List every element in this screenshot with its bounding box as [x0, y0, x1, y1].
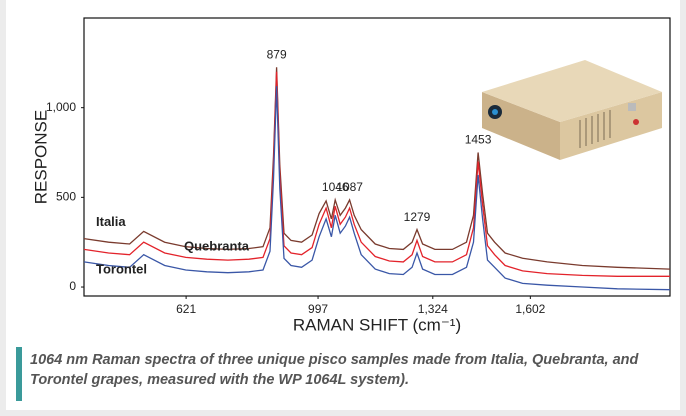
y-axis-title: RESPONSE	[31, 110, 50, 204]
device-photo	[482, 60, 662, 160]
series-label: Torontel	[96, 261, 147, 276]
caption-accent	[16, 347, 22, 401]
series-label: Quebranta	[184, 239, 250, 254]
y-tick-label: 1,000	[46, 100, 76, 114]
peak-label: 1087	[336, 180, 363, 194]
peak-label: 1279	[404, 210, 431, 224]
peak-label: 879	[267, 47, 287, 61]
caption: 1064 nm Raman spectra of three unique pi…	[30, 352, 639, 388]
x-tick-label: 997	[308, 302, 328, 316]
y-tick-label: 500	[56, 190, 76, 204]
x-tick-label: 621	[176, 302, 196, 316]
peak-label: 1046	[322, 180, 349, 194]
spectrum-line	[83, 67, 671, 270]
x-tick-label: 1,324	[418, 302, 448, 316]
y-tick-label: 0	[69, 279, 76, 293]
series-label: Italia	[96, 214, 126, 229]
spectrum-line	[83, 86, 671, 291]
spectrum-line	[83, 71, 670, 277]
x-axis-title: RAMAN SHIFT (cm⁻¹)	[293, 315, 461, 334]
x-tick-label: 1,602	[515, 302, 545, 316]
peak-label: 1453	[465, 133, 492, 147]
